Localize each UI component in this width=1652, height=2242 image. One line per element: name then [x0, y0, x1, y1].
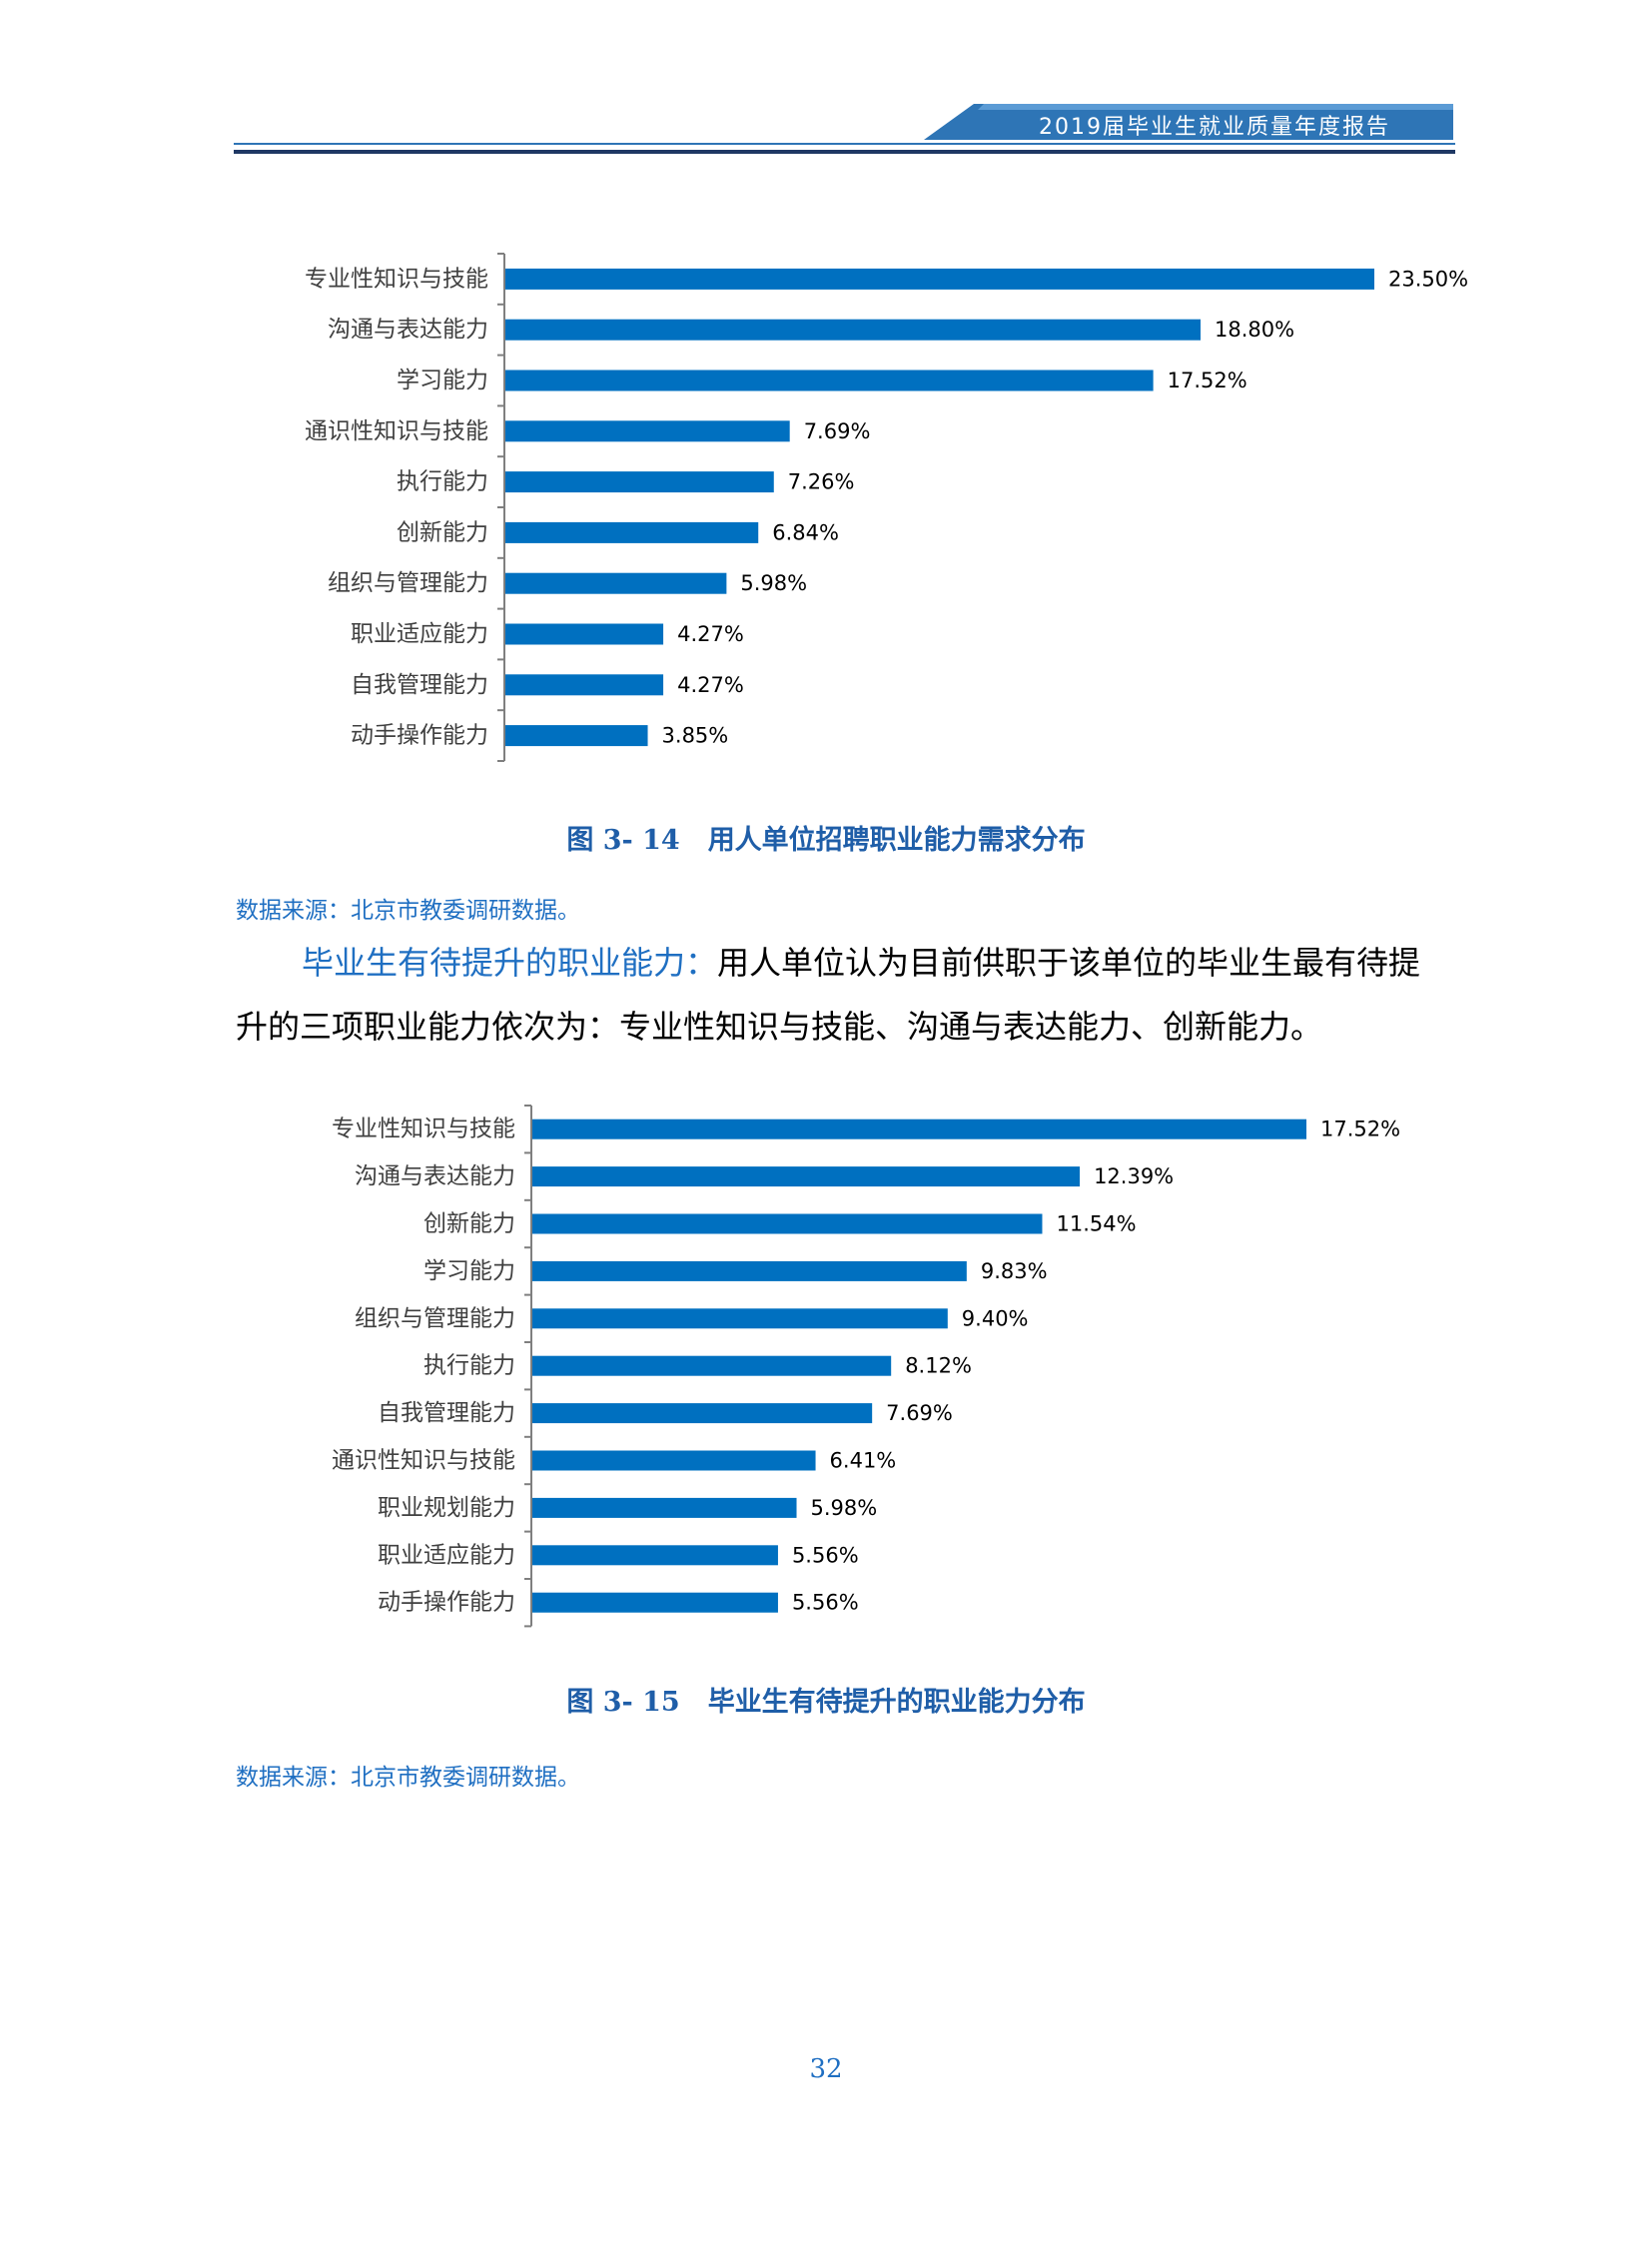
chart2-bar	[532, 1166, 1081, 1187]
chart2-value-label: 6.41%	[830, 1449, 897, 1473]
chart2-category-label: 通识性知识与技能	[332, 1448, 515, 1474]
chart1-bar	[505, 572, 727, 594]
chart2-category-label: 执行能力	[423, 1353, 515, 1379]
chart2-value-label: 5.56%	[792, 1591, 859, 1615]
chart1-value-label: 18.80%	[1215, 318, 1294, 342]
chart-graduate-ability-improvement: 专业性知识与技能 17.52% 沟通与表达能力 12.39% 创新能力 11.54% 学习能…	[0, 1094, 1652, 1653]
chart1-value-label: 4.27%	[677, 622, 744, 646]
chart2-bar	[532, 1308, 948, 1329]
paragraph-text: 用人单位认为目前供职于该单位的毕业生最有待提升的三项职业能力依次为：专业性知识与…	[236, 944, 1421, 1046]
chart2-bar	[532, 1355, 892, 1376]
chart1-bar	[505, 268, 1374, 290]
figure2-number: 图 3- 15	[566, 1687, 680, 1718]
chart-recruitment-ability-demand: 专业性知识与技能 23.50% 沟通与表达能力 18.80% 学习能力 17.52% 通识性…	[0, 240, 1652, 779]
chart1-category-label: 通识性知识与技能	[305, 418, 488, 444]
chart2-value-label: 5.56%	[792, 1543, 859, 1567]
chart1-bar	[505, 725, 648, 747]
header-rule-thin	[234, 143, 1455, 145]
header-title: 2019届毕业生就业质量年度报告	[1039, 115, 1390, 140]
chart1-value-label: 6.84%	[772, 520, 839, 544]
chart1-value-label: 4.27%	[677, 673, 744, 697]
chart2-bar	[532, 1119, 1306, 1139]
chart2-category-label: 专业性知识与技能	[332, 1117, 515, 1142]
chart2-bar	[532, 1450, 816, 1471]
chart2-category-label: 组织与管理能力	[355, 1305, 515, 1331]
chart2-category-label: 学习能力	[423, 1258, 515, 1284]
figure1-source: 数据来源：北京市教委调研数据。	[236, 898, 580, 924]
chart1-bar	[505, 319, 1201, 341]
chart1-category-label: 专业性知识与技能	[305, 266, 488, 292]
chart2-bar	[532, 1497, 797, 1518]
chart1-bar	[505, 420, 790, 442]
figure2-title: 毕业生有待提升的职业能力分布	[707, 1687, 1086, 1718]
chart2-value-label: 5.98%	[811, 1496, 878, 1520]
chart1-value-label: 17.52%	[1168, 369, 1247, 392]
header-rule-thick	[234, 150, 1455, 154]
chart2-value-label: 17.52%	[1320, 1118, 1400, 1141]
chart2-bar	[532, 1213, 1043, 1234]
chart1-bar	[505, 623, 664, 645]
figure2-caption: 图 3- 15 毕业生有待提升的职业能力分布	[0, 1680, 1652, 1719]
chart2-bar	[532, 1403, 873, 1424]
figure1-number: 图 3- 14	[566, 825, 680, 856]
chart1-bar	[505, 370, 1154, 391]
chart2-value-label: 7.69%	[886, 1401, 953, 1425]
chart1-category-label: 沟通与表达能力	[328, 317, 488, 343]
chart2-bar	[532, 1260, 967, 1281]
chart1-category-label: 组织与管理能力	[328, 570, 488, 596]
body-paragraph: 毕业生有待提升的职业能力：用人单位认为目前供职于该单位的毕业生最有待提升的三项职…	[236, 931, 1424, 1059]
chart2-bar	[532, 1592, 778, 1613]
chart1-value-label: 7.69%	[804, 419, 871, 443]
page-number: 32	[809, 2054, 843, 2084]
chart2-value-label: 8.12%	[905, 1354, 972, 1378]
chart2-category-label: 动手操作能力	[378, 1590, 515, 1616]
chart1-value-label: 7.26%	[788, 470, 855, 494]
chart1-bar	[505, 674, 664, 696]
chart2-category-label: 自我管理能力	[378, 1400, 515, 1426]
chart2-value-label: 11.54%	[1056, 1212, 1136, 1236]
paragraph-lead: 毕业生有待提升的职业能力：	[302, 944, 718, 982]
chart2-category-label: 职业适应能力	[378, 1542, 515, 1568]
chart2-category-label: 沟通与表达能力	[355, 1163, 515, 1189]
chart1-bar	[505, 521, 759, 543]
chart1-value-label: 3.85%	[662, 724, 729, 748]
chart2-category-label: 创新能力	[423, 1211, 515, 1237]
chart1-category-label: 动手操作能力	[351, 723, 488, 749]
chart2-svg: 专业性知识与技能 17.52% 沟通与表达能力 12.39% 创新能力 11.54% 学习能…	[332, 1105, 1400, 1628]
chart1-category-label: 创新能力	[397, 519, 488, 545]
figure1-title: 用人单位招聘职业能力需求分布	[707, 825, 1086, 856]
chart1-value-label: 5.98%	[740, 571, 807, 595]
chart1-category-label: 职业适应能力	[351, 621, 488, 647]
chart1-bar	[505, 471, 774, 493]
chart1-category-label: 自我管理能力	[351, 672, 488, 698]
header-banner	[924, 104, 1453, 140]
chart2-category-label: 职业规划能力	[378, 1495, 515, 1521]
chart2-value-label: 9.40%	[962, 1306, 1029, 1330]
chart1-svg: 专业性知识与技能 23.50% 沟通与表达能力 18.80% 学习能力 17.52% 通识性…	[305, 253, 1468, 762]
figure2-source: 数据来源：北京市教委调研数据。	[236, 1765, 580, 1791]
chart2-value-label: 9.83%	[981, 1259, 1048, 1283]
figure1-caption: 图 3- 14 用人单位招聘职业能力需求分布	[0, 818, 1652, 857]
chart1-value-label: 23.50%	[1388, 267, 1468, 291]
chart1-category-label: 学习能力	[397, 368, 488, 393]
chart1-category-label: 执行能力	[397, 469, 488, 495]
chart2-bar	[532, 1545, 778, 1566]
chart2-value-label: 12.39%	[1094, 1164, 1174, 1188]
